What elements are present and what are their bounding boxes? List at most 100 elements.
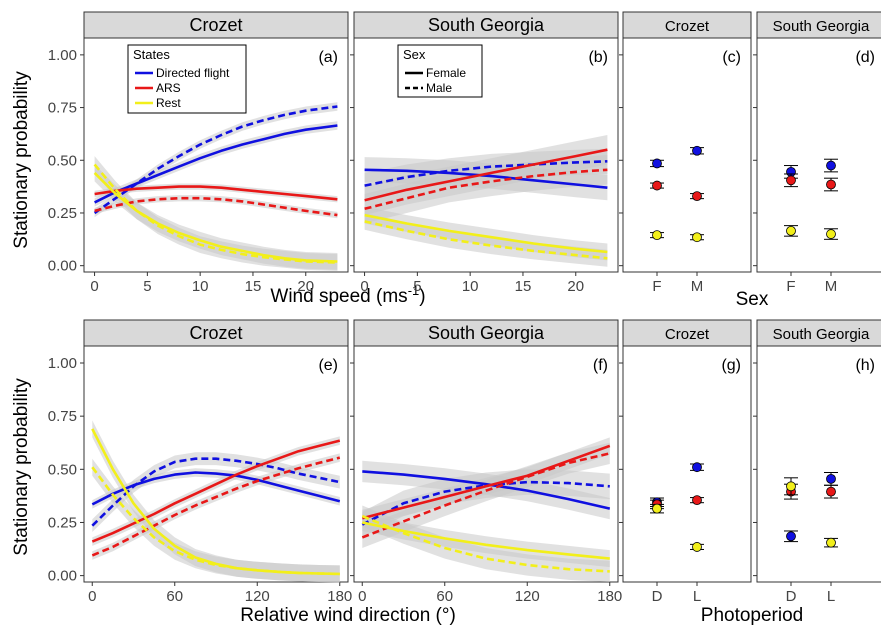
panel-a-xtick-label: 10 [192,278,209,295]
panel-c-xtick-label: F [652,278,661,295]
panel-g-frame [622,345,752,583]
legend-states-title: States [133,47,170,62]
panel-e-strip-label: Crozet [189,323,242,343]
panel-b-label: (b) [588,49,608,66]
panel-a-line-ars-male [94,196,338,217]
panel-a-ytick-label: 1.00 [48,47,77,64]
panel-c-strip-label: Crozet [665,18,710,35]
panel-a-strip [83,11,349,39]
panel-e: Crozet 0.00 0.25 0.50 0.75 1.00 (e) 0 60 120 180 [48,319,352,605]
x-axis-title-wind-direction: Relative wind direction (°) [240,605,456,626]
panel-g-xtick-label: D [652,588,663,605]
panel-g-label: (g) [721,357,741,374]
panel-f-ribbon-rest-male [362,505,610,582]
panel-a-line-directed-male [93,105,338,215]
panel-e-line-ars-female [91,439,341,543]
panel-a-xtick-label: 20 [297,278,314,295]
legend-label-rest: Rest [156,96,181,110]
panel-a-line-ars-female [94,185,338,201]
panel-b-xtick-label: 20 [567,278,584,295]
panel-d-point-directed-M [826,160,836,171]
legend-label-ars: ARS [156,81,181,95]
panel-d-strip-label: South Georgia [773,18,870,35]
panel-d-xtick-label: M [825,278,838,295]
panel-c-point-ars-F [652,180,662,191]
panel-b-xtick-label: 5 [413,278,421,295]
panel-b-line-directed-female [364,168,608,189]
panel-h-frame [756,345,881,583]
x-axis-title-wind-speed-main: Wind speed (ms [270,286,407,307]
panel-e-ytick-label: 0.50 [48,461,77,478]
panel-f-line-rest-female [362,521,610,560]
y-axis-title-bottom: Stationary probability [11,378,32,556]
legend-states-box [127,44,247,114]
panel-e-xtick-label: 120 [245,588,270,605]
panel-d-point-rest-F [786,225,796,236]
panel-a-xtick-label: 15 [245,278,262,295]
panel-a-ytick-label: 0.50 [48,152,77,169]
panel-b-line-ars-female [364,148,608,202]
panel-c-point-rest-M [692,232,702,243]
panel-g-strip [622,319,752,347]
panel-e-ribbon-ars-male [92,453,340,560]
panel-b-strip-label: South Georgia [428,15,545,35]
panel-e-ytick-label: 1.00 [48,355,77,372]
legend-label-female: Female [426,66,466,80]
panel-c: Crozet (c) F M [619,11,752,295]
panel-c-xtick-label: M [691,278,704,295]
legend-sex-title: Sex [403,47,426,62]
panel-g-point-directed-L [692,462,702,473]
panel-c-point-rest-F [652,230,662,241]
panel-h-strip-label: South Georgia [773,326,870,343]
panel-f-line-rest-male [361,514,610,573]
panel-b-strip [353,11,619,39]
panel-d-label: (d) [855,49,875,66]
panel-h-point-rest-D [786,481,796,492]
panel-a-ytick-label: 0.75 [48,100,77,117]
x-axis-title-sex: Sex [736,289,769,310]
panel-d-point-rest-M [826,229,836,239]
panel-d-frame [756,37,881,273]
panel-f-line-directed-female [362,470,611,510]
panel-a-strip-label: Crozet [189,15,242,35]
panel-a-xtick-label: 5 [143,278,151,295]
panel-e-line-rest-male [91,466,340,576]
panel-f-line-ars-female [361,444,611,520]
panel-a-ytick-label: 0.25 [48,205,77,222]
panel-b-xtick-label: 15 [515,278,532,295]
panel-c-label: (c) [722,49,741,66]
panel-f-xtick-label: 120 [515,588,540,605]
panel-c-frame [622,37,752,273]
panel-b-line-rest-female [364,213,608,254]
panel-b-ribbon-ars-male [364,155,608,224]
panel-d-point-ars-F [786,175,796,186]
panel-b-line-directed-male [364,160,608,187]
panel-e-xtick-label: 60 [166,588,183,605]
panel-b-line-rest-male [364,220,608,260]
panel-f-xtick-label: 60 [436,588,453,605]
panel-c-point-directed-F [652,158,662,169]
panel-a-line-rest-male [93,163,338,264]
panel-h-point-directed-D [786,531,796,542]
panel-f-strip [353,319,619,347]
panel-g-point-rest-D [652,503,662,514]
panel-g-strip-label: Crozet [665,326,710,343]
panel-h-strip [756,319,881,347]
panel-e-line-directed-male [91,457,341,527]
panel-f-xtick-label: 0 [358,588,366,605]
x-axis-title-wind-speed-close: ) [419,286,425,307]
panel-h: South Georgia (h) D L [753,319,881,605]
panel-g: Crozet (g) D L [619,319,752,605]
panel-b-line-ars-male [364,168,608,211]
panel-h-point-ars-L [826,486,836,497]
x-axis-title-photoperiod: Photoperiod [701,605,803,626]
legend-sex-box [397,44,483,98]
panel-h-label: (h) [855,357,875,374]
panel-h-xtick-label: L [827,588,835,605]
panel-c-point-ars-M [692,191,702,202]
panel-d-point-ars-M [826,179,836,190]
panel-a-xtick-label: 0 [90,278,98,295]
panel-h-xtick-label: D [786,588,797,605]
panel-e-line-ars-male [91,456,341,557]
